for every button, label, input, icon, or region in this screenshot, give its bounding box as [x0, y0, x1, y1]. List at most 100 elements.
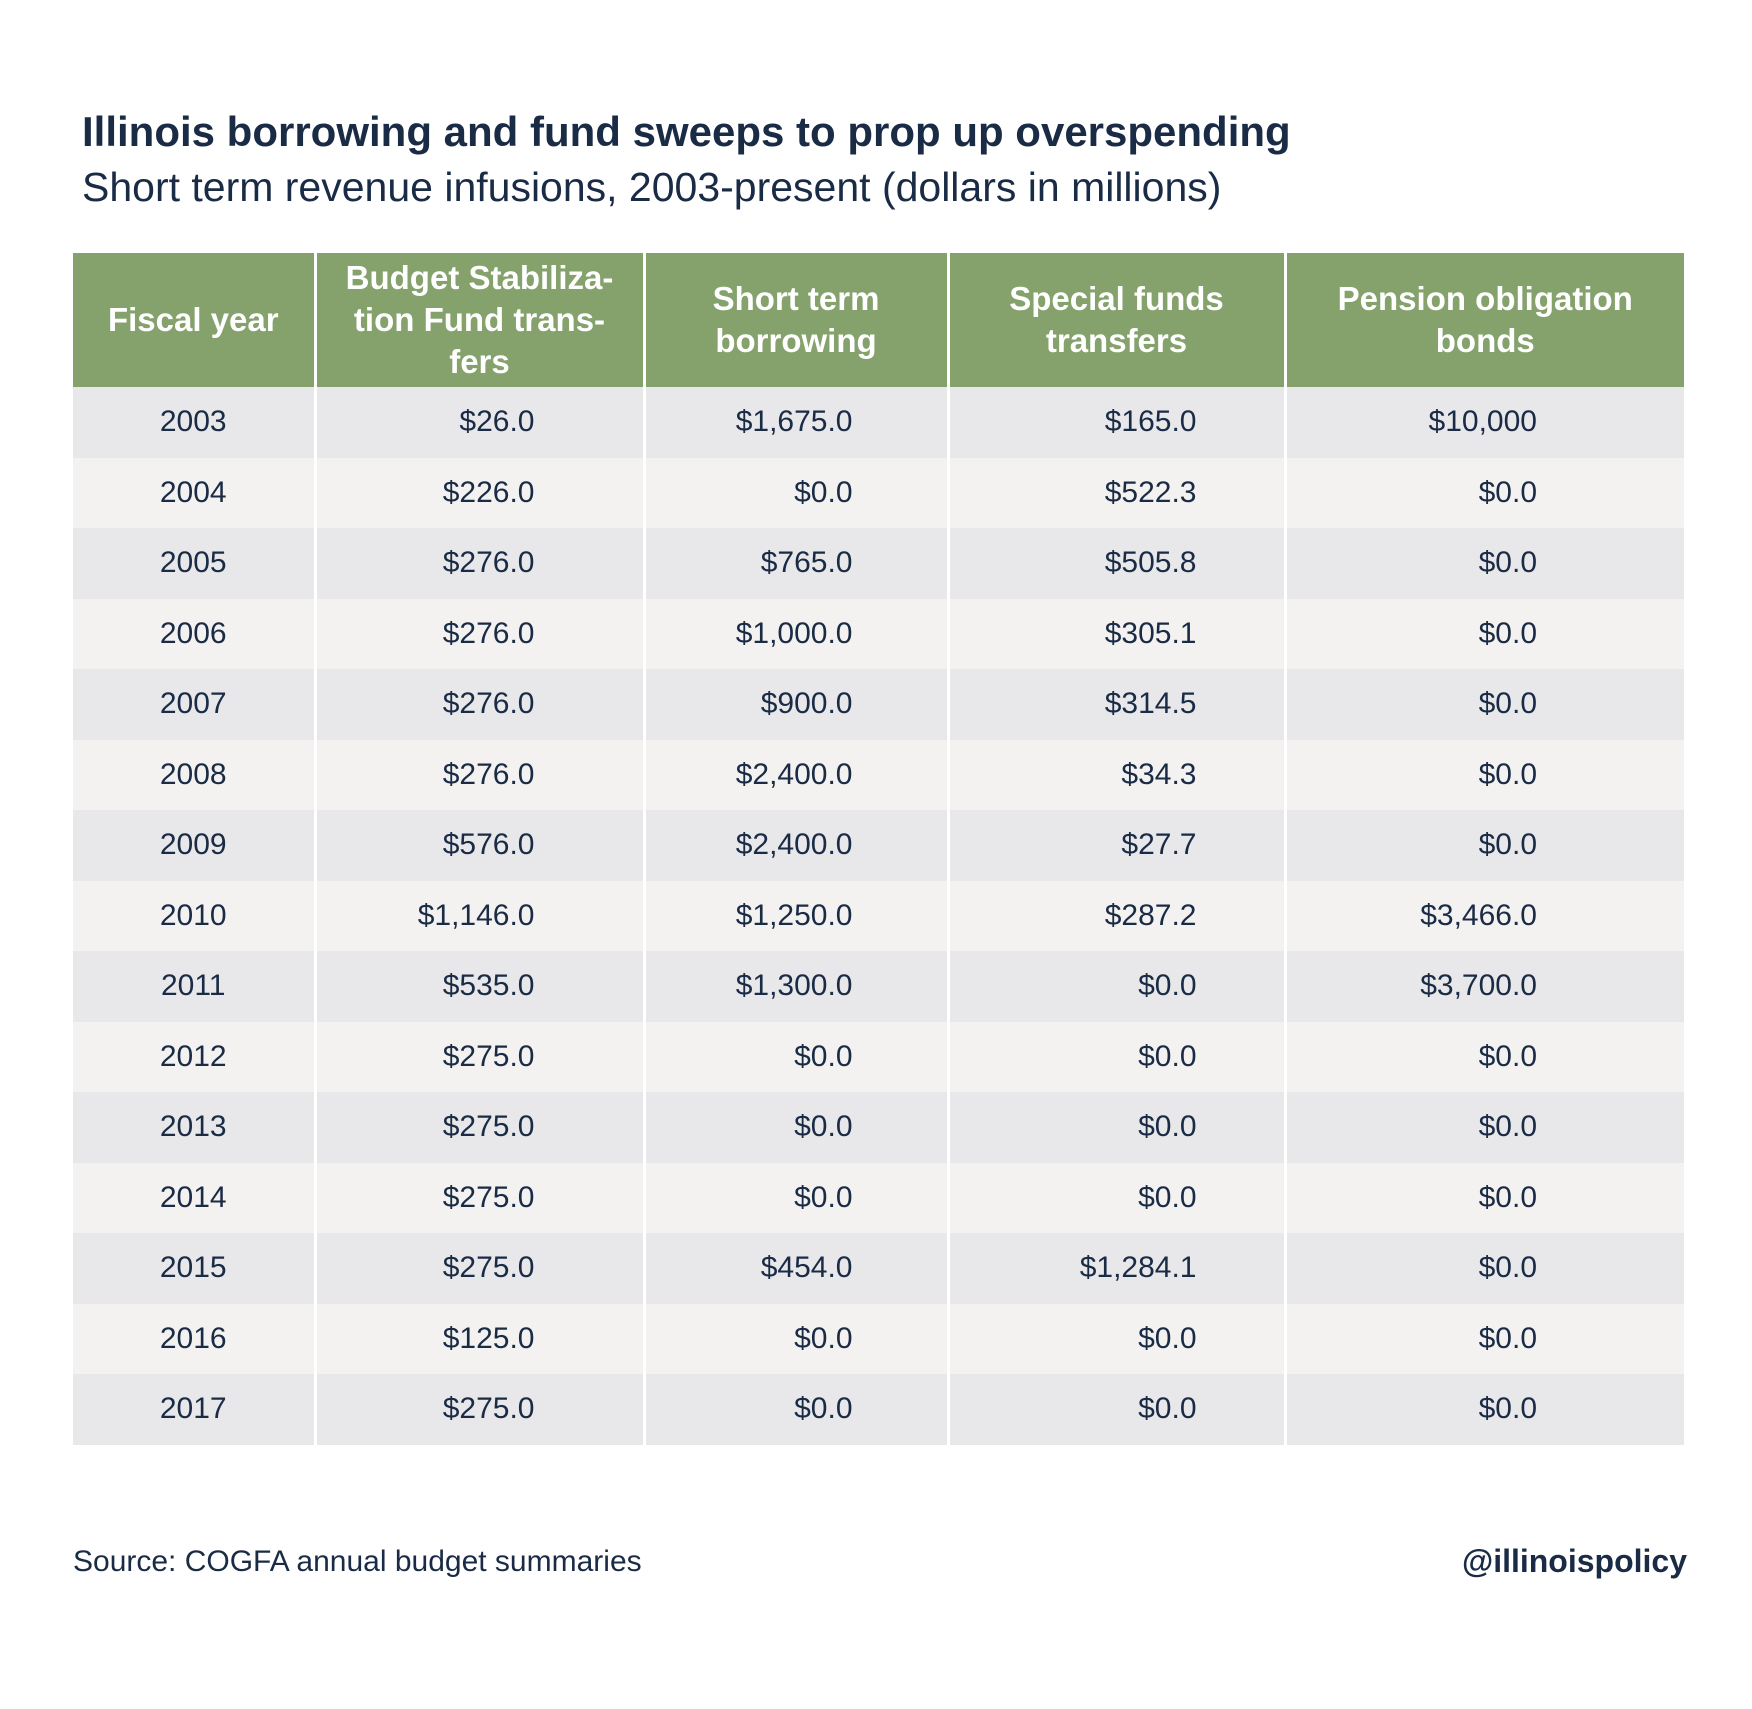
- cell-value: $26.0: [459, 405, 535, 439]
- cell-pension-bonds: $0.0: [1283, 669, 1684, 740]
- cell-special-funds: $1,284.1: [946, 1233, 1285, 1304]
- cell-value: $0.0: [794, 1392, 853, 1426]
- header-fiscal-year: Fiscal year: [73, 253, 315, 387]
- cell-value: $522.3: [1104, 475, 1197, 509]
- cell-pension-bonds: $0.0: [1283, 1303, 1684, 1374]
- cell-fiscal-year: 2009: [73, 810, 315, 881]
- cell-value: $275.0: [442, 1110, 535, 1144]
- cell-value: $0.0: [794, 1321, 853, 1355]
- cell-pension-bonds: $10,000: [1283, 387, 1684, 458]
- cell-short-term-borrowing: $0.0: [642, 1092, 948, 1163]
- cell-value: $275.0: [442, 1251, 535, 1285]
- cell-value: $0.0: [1478, 1392, 1537, 1426]
- table-body: 2003 $26.0 $1,675.0 $165.0 $10,000 2004 $226.0…: [73, 387, 1684, 1445]
- table-row: 2012 $275.0 $0.0 $0.0 $0.0: [73, 1021, 1684, 1092]
- cell-special-funds: $287.2: [946, 880, 1285, 951]
- cell-pension-bonds: $0.0: [1283, 1092, 1684, 1163]
- header-budget-stabilization: Budget Stabiliza-tion Fund trans-fers: [313, 253, 644, 387]
- cell-fiscal-year: 2016: [73, 1303, 315, 1374]
- cell-value: $275.0: [442, 1180, 535, 1214]
- cell-value: $276.0: [442, 687, 535, 721]
- table-row: 2007 $276.0 $900.0 $314.5 $0.0: [73, 669, 1684, 740]
- cell-special-funds: $0.0: [946, 1303, 1285, 1374]
- cell-value: $0.0: [1478, 475, 1537, 509]
- cell-pension-bonds: $3,700.0: [1283, 951, 1684, 1022]
- cell-budget-stabilization: $535.0: [313, 951, 644, 1022]
- cell-value: $0.0: [794, 1039, 853, 1073]
- cell-pension-bonds: $0.0: [1283, 1233, 1684, 1304]
- cell-special-funds: $305.1: [946, 598, 1285, 669]
- cell-value: $1,284.1: [1079, 1251, 1197, 1285]
- cell-short-term-borrowing: $0.0: [642, 1303, 948, 1374]
- cell-value: $1,675.0: [735, 405, 853, 439]
- cell-fiscal-year: 2017: [73, 1374, 315, 1445]
- cell-special-funds: $34.3: [946, 739, 1285, 810]
- cell-pension-bonds: $0.0: [1283, 1374, 1684, 1445]
- cell-value: $2,400.0: [735, 828, 853, 862]
- cell-value: $535.0: [442, 969, 535, 1003]
- cell-pension-bonds: $0.0: [1283, 739, 1684, 810]
- data-table: Fiscal year Budget Stabiliza-tion Fund t…: [73, 253, 1684, 1445]
- cell-value: $505.8: [1104, 546, 1197, 580]
- cell-fiscal-year: 2007: [73, 669, 315, 740]
- cell-fiscal-year: 2012: [73, 1021, 315, 1092]
- table-row: 2014 $275.0 $0.0 $0.0 $0.0: [73, 1162, 1684, 1233]
- cell-value: $0.0: [1138, 1039, 1197, 1073]
- cell-value: $0.0: [1138, 1392, 1197, 1426]
- header-short-term-borrowing: Short term borrowing: [642, 253, 948, 387]
- cell-value: $0.0: [1138, 969, 1197, 1003]
- cell-value: $0.0: [1478, 1039, 1537, 1073]
- cell-value: $165.0: [1104, 405, 1197, 439]
- cell-fiscal-year: 2015: [73, 1233, 315, 1304]
- cell-value: $1,000.0: [735, 616, 853, 650]
- cell-value: $305.1: [1104, 616, 1197, 650]
- cell-value: $0.0: [1478, 828, 1537, 862]
- cell-special-funds: $522.3: [946, 457, 1285, 528]
- table-row: 2017 $275.0 $0.0 $0.0 $0.0: [73, 1374, 1684, 1445]
- table-row: 2010 $1,146.0 $1,250.0 $287.2 $3,466.0: [73, 880, 1684, 951]
- header-pension-bonds: Pension obligation bonds: [1283, 253, 1684, 387]
- chart-subtitle: Short term revenue infusions, 2003-prese…: [82, 164, 1222, 210]
- cell-budget-stabilization: $275.0: [313, 1021, 644, 1092]
- cell-special-funds: $0.0: [946, 951, 1285, 1022]
- table-row: 2011 $535.0 $1,300.0 $0.0 $3,700.0: [73, 951, 1684, 1022]
- cell-value: $765.0: [760, 546, 853, 580]
- cell-value: $10,000: [1428, 405, 1537, 439]
- cell-special-funds: $27.7: [946, 810, 1285, 881]
- cell-budget-stabilization: $276.0: [313, 528, 644, 599]
- cell-budget-stabilization: $275.0: [313, 1233, 644, 1304]
- cell-short-term-borrowing: $454.0: [642, 1233, 948, 1304]
- cell-fiscal-year: 2004: [73, 457, 315, 528]
- cell-budget-stabilization: $125.0: [313, 1303, 644, 1374]
- cell-pension-bonds: $0.0: [1283, 528, 1684, 599]
- cell-fiscal-year: 2014: [73, 1162, 315, 1233]
- cell-special-funds: $505.8: [946, 528, 1285, 599]
- cell-pension-bonds: $0.0: [1283, 457, 1684, 528]
- cell-budget-stabilization: $226.0: [313, 457, 644, 528]
- cell-pension-bonds: $0.0: [1283, 598, 1684, 669]
- cell-short-term-borrowing: $900.0: [642, 669, 948, 740]
- cell-value: $226.0: [442, 475, 535, 509]
- cell-value: $34.3: [1121, 757, 1197, 791]
- cell-value: $576.0: [442, 828, 535, 862]
- cell-value: $275.0: [442, 1039, 535, 1073]
- cell-value: $0.0: [794, 475, 853, 509]
- cell-value: $276.0: [442, 546, 535, 580]
- cell-special-funds: $0.0: [946, 1021, 1285, 1092]
- cell-pension-bonds: $0.0: [1283, 810, 1684, 881]
- table-row: 2006 $276.0 $1,000.0 $305.1 $0.0: [73, 598, 1684, 669]
- cell-budget-stabilization: $275.0: [313, 1092, 644, 1163]
- cell-value: $1,146.0: [417, 898, 535, 932]
- cell-value: $900.0: [760, 687, 853, 721]
- cell-value: $454.0: [760, 1251, 853, 1285]
- cell-special-funds: $0.0: [946, 1374, 1285, 1445]
- cell-fiscal-year: 2013: [73, 1092, 315, 1163]
- table-row: 2005 $276.0 $765.0 $505.8 $0.0: [73, 528, 1684, 599]
- cell-value: $2,400.0: [735, 757, 853, 791]
- cell-short-term-borrowing: $1,000.0: [642, 598, 948, 669]
- chart-title: Illinois borrowing and fund sweeps to pr…: [82, 108, 1291, 155]
- cell-short-term-borrowing: $1,250.0: [642, 880, 948, 951]
- cell-value: $287.2: [1104, 898, 1197, 932]
- source-note: Source: COGFA annual budget summaries: [73, 1545, 642, 1578]
- table-row: 2016 $125.0 $0.0 $0.0 $0.0: [73, 1303, 1684, 1374]
